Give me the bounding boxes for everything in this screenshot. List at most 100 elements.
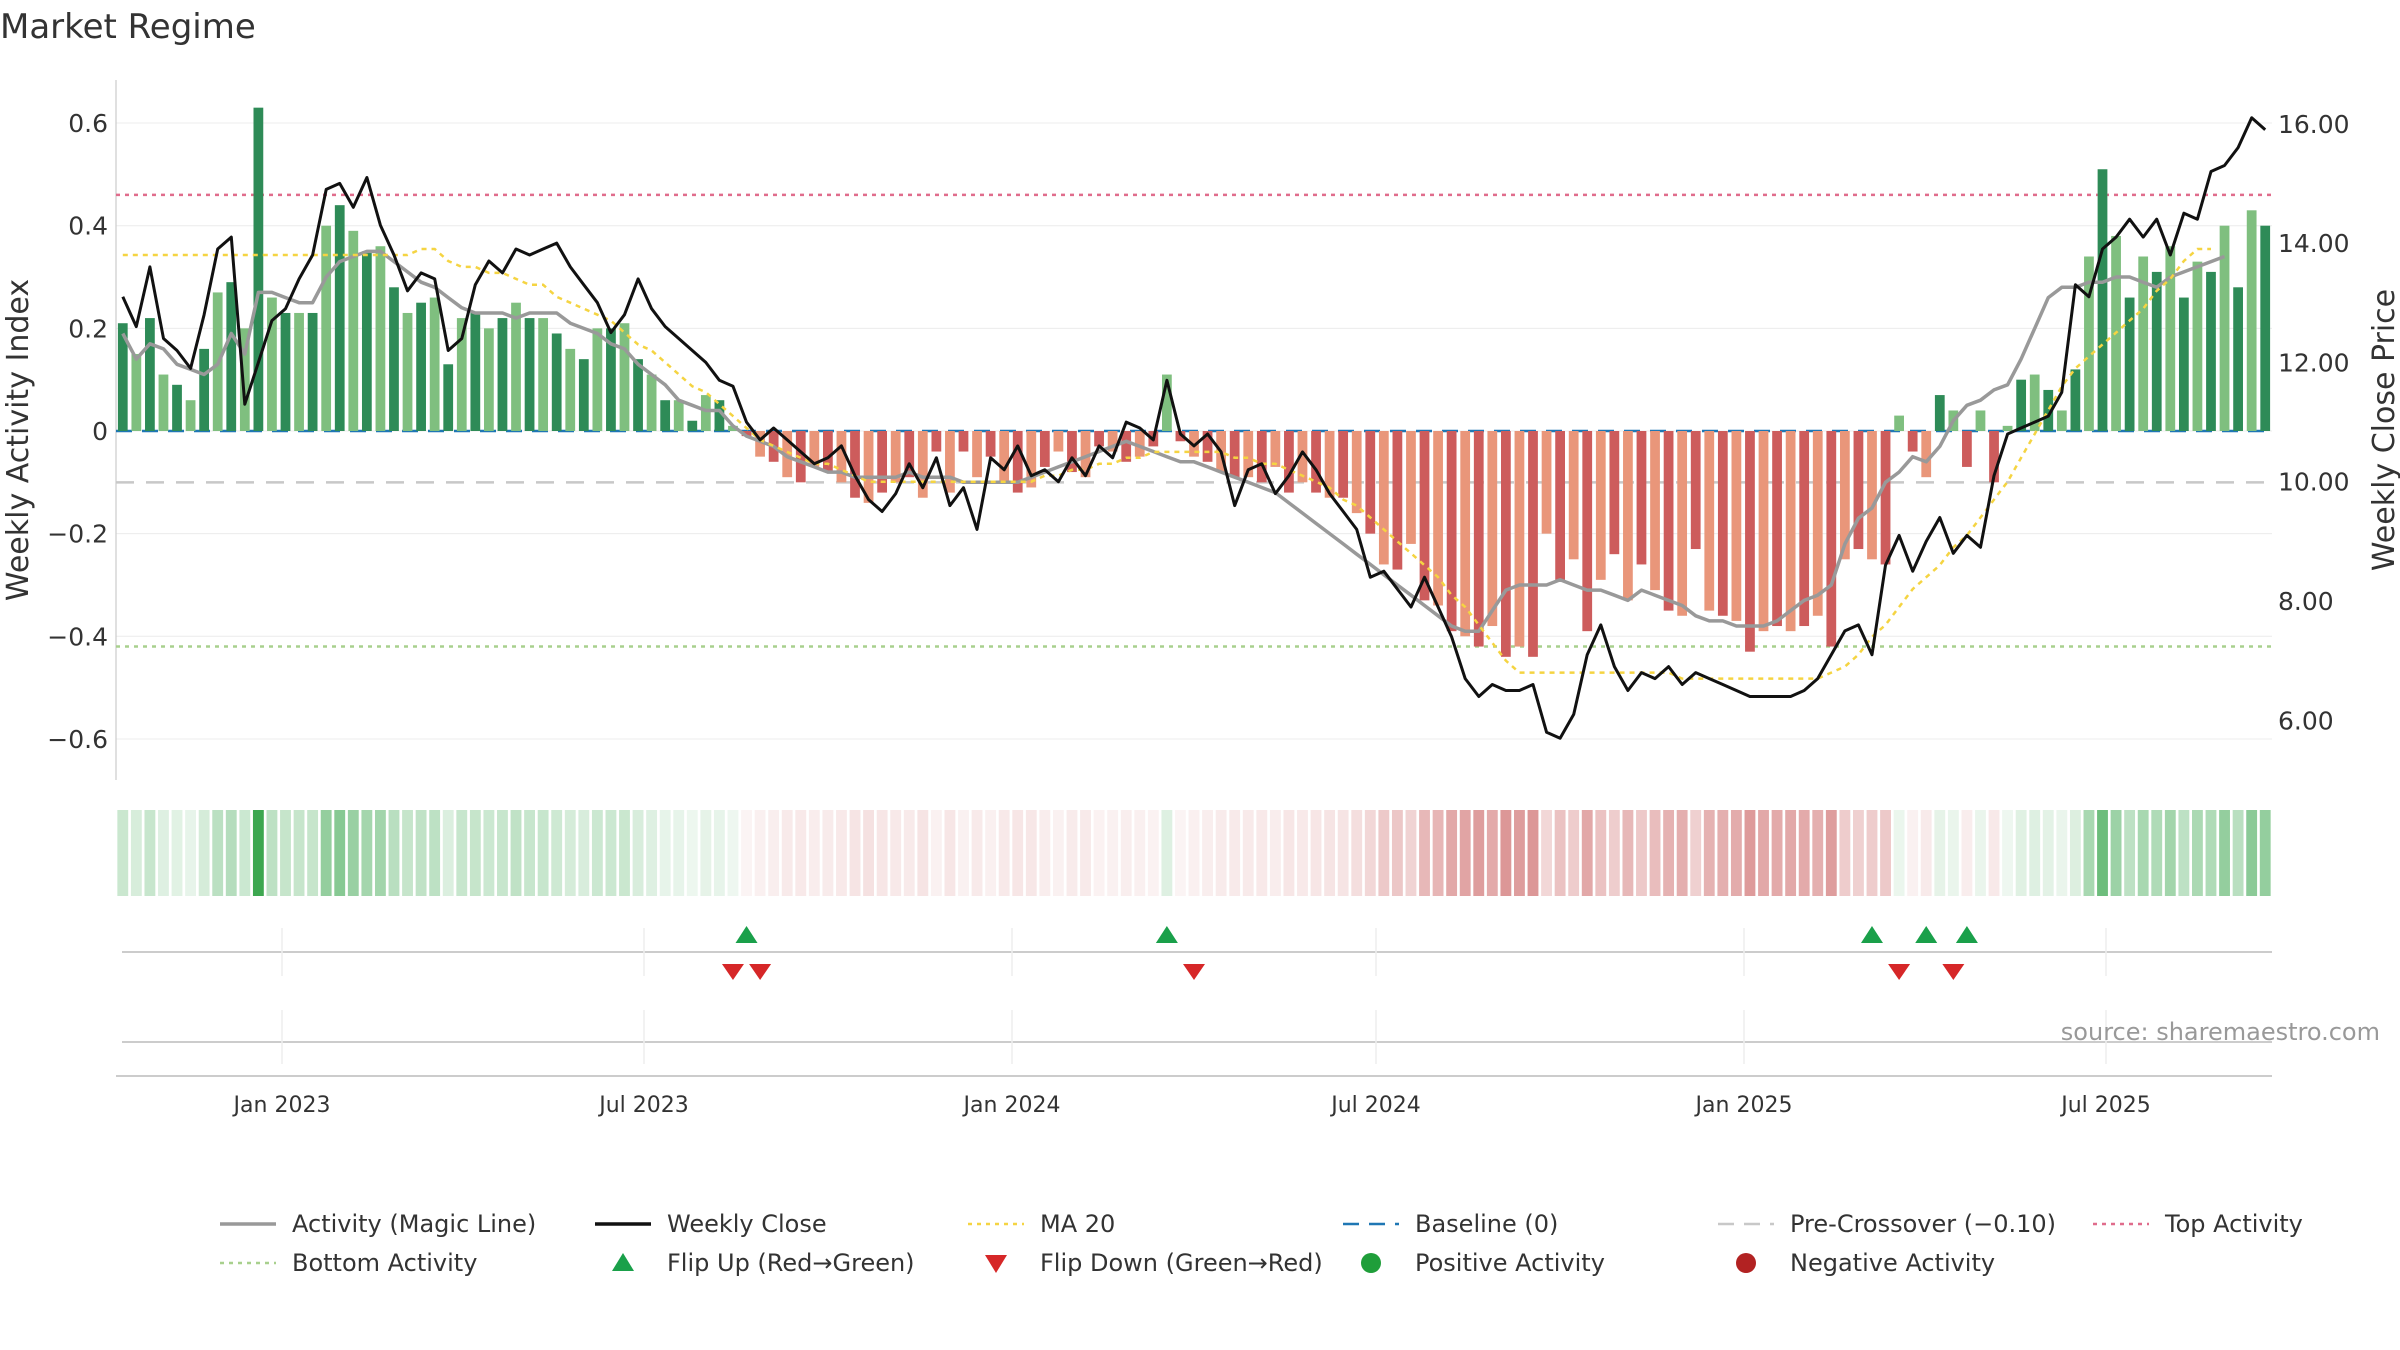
activity-bar <box>1229 431 1240 478</box>
strip-cell <box>1730 810 1742 896</box>
legend-item: Flip Down (Green→Red) <box>985 1249 1323 1277</box>
legend: Activity (Magic Line) Weekly Close MA 20 Ba… <box>220 1210 2303 1277</box>
strip-cell <box>876 810 888 896</box>
left-y-tick-label: 0.6 <box>68 109 108 138</box>
legend-label: Activity (Magic Line) <box>292 1210 536 1238</box>
legend-item: Activity (Magic Line) <box>220 1210 536 1238</box>
strip-cell <box>388 810 400 896</box>
activity-bar <box>1161 374 1172 431</box>
activity-bar <box>2056 410 2067 431</box>
activity-bar <box>1745 431 1755 652</box>
strip-cell <box>673 810 685 896</box>
legend-label: Bottom Activity <box>292 1249 477 1277</box>
strip-cell <box>591 810 603 896</box>
strip-cell <box>334 810 346 896</box>
x-tick-label: Jul 2025 <box>2059 1093 2151 1118</box>
strip-cell <box>117 810 129 896</box>
activity-bar <box>1406 431 1416 544</box>
x-tick-label: Jan 2023 <box>232 1093 331 1118</box>
strip-cell <box>1866 810 1878 896</box>
activity-bar <box>429 297 440 431</box>
activity-bar <box>307 312 318 431</box>
strip-cell <box>1473 810 1485 896</box>
strip-cell <box>280 810 291 896</box>
activity-bar <box>1975 410 1986 431</box>
strip-cell <box>632 810 644 896</box>
activity-bar <box>1650 431 1660 591</box>
flip-down-marker <box>1888 964 1911 980</box>
legend-label: Baseline (0) <box>1415 1210 1558 1238</box>
activity-bars <box>117 107 2271 657</box>
strip-cell <box>741 810 752 896</box>
strip-cell <box>1039 810 1051 896</box>
activity-bar <box>185 400 196 431</box>
legend-label: Flip Up (Red→Green) <box>667 1249 915 1277</box>
strip-cell <box>266 810 278 896</box>
activity-bar <box>1324 431 1335 498</box>
strip-cell <box>442 810 454 896</box>
activity-bar <box>511 302 521 431</box>
activity-bar <box>592 328 603 431</box>
x-axis-ticks: Jan 2023 Jul 2023 Jan 2024 Jul 2024 Jan 2025… <box>232 928 2151 1118</box>
strip-cell <box>1066 810 1078 896</box>
activity-bar <box>850 431 860 498</box>
strip-cell <box>1310 810 1322 896</box>
strip-cell <box>402 810 413 896</box>
strip-cell <box>320 810 332 896</box>
strip-cell <box>713 810 725 896</box>
flip-up-marker <box>735 926 758 943</box>
activity-bar <box>1338 431 1349 498</box>
legend-item: Negative Activity <box>1736 1249 1995 1277</box>
ma20-line <box>122 247 2211 680</box>
strip-cell <box>1052 810 1064 896</box>
strip-cell <box>1025 810 1037 896</box>
activity-bar <box>1677 431 1688 616</box>
activity-bar <box>673 400 684 431</box>
strip-cell <box>1147 810 1159 896</box>
activity-bar <box>199 348 210 431</box>
activity-bar <box>999 431 1010 483</box>
strip-cell <box>2110 810 2122 896</box>
strip-cell <box>2097 810 2108 896</box>
strip-cell <box>171 810 183 896</box>
legend-item: Baseline (0) <box>1343 1210 1558 1238</box>
strip-cell <box>361 810 373 896</box>
right-y-axis-label: Weekly Close Price <box>2367 289 2400 571</box>
flip-down-marker <box>721 964 744 980</box>
strip-cell <box>564 810 576 896</box>
flip-down-marker <box>1183 964 1205 980</box>
legend-item: Top Activity <box>2093 1210 2303 1238</box>
strip-cell <box>1771 810 1783 896</box>
activity-bar <box>1311 431 1321 493</box>
strip-cell <box>1839 810 1851 896</box>
strip-cell <box>1269 810 1281 896</box>
strip-cell <box>1378 810 1390 896</box>
regime-heat-strip <box>117 810 2271 896</box>
strip-cell <box>1812 810 1824 896</box>
strip-cell <box>510 810 522 896</box>
flip-down-marker <box>1942 964 1965 980</box>
flip-up-marker <box>1955 926 1978 943</box>
series-lines <box>121 116 2267 740</box>
strip-cell <box>2219 810 2230 896</box>
strip-cell <box>2056 810 2068 896</box>
strip-cell <box>727 810 739 896</box>
strip-cell <box>863 810 874 896</box>
strip-cell <box>1825 810 1837 896</box>
strip-cell <box>1676 810 1688 896</box>
activity-bar <box>2124 297 2135 431</box>
strip-cell <box>524 810 535 896</box>
strip-cell <box>1541 810 1552 896</box>
strip-cell <box>347 810 359 896</box>
strip-cell <box>497 810 508 896</box>
activity-bar <box>158 374 169 431</box>
flip-up-marker <box>1860 926 1883 943</box>
strip-cell <box>1907 810 1919 896</box>
strip-cell <box>429 810 441 896</box>
activity-bar <box>253 107 264 431</box>
strip-cell <box>1215 810 1227 896</box>
activity-bar <box>687 420 698 431</box>
strip-cell <box>795 810 807 896</box>
strip-cell <box>1636 810 1647 896</box>
strip-cell <box>144 810 156 896</box>
